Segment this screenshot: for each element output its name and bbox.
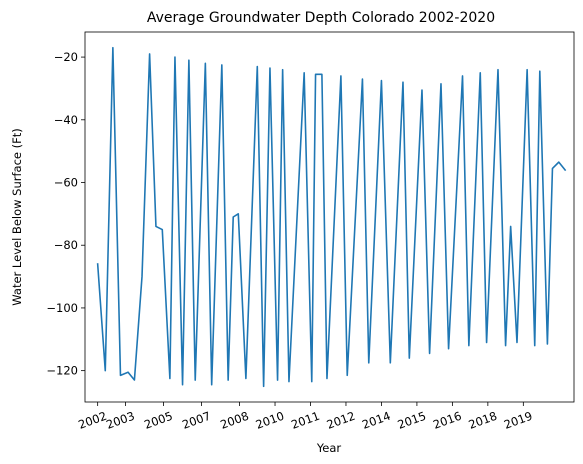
x-tick-label-3: 2007 [180, 409, 212, 432]
plot-area [96, 46, 567, 388]
x-tick-label-2: 2005 [142, 409, 174, 432]
x-axis-label: Year [316, 441, 342, 455]
x-tick-label-10: 2016 [431, 409, 463, 432]
y-tick-label-2: −80 [54, 238, 78, 252]
x-tick-label-11: 2018 [467, 409, 499, 432]
series-line-0 [96, 46, 567, 388]
y-tick-label-3: −60 [54, 176, 78, 190]
y-axis-label: Water Level Below Surface (Ft) [10, 128, 24, 305]
x-tick-label-7: 2012 [325, 409, 357, 432]
chart-title: Average Groundwater Depth Colorado 2002-… [147, 10, 495, 26]
x-tick-label-8: 2014 [360, 409, 392, 432]
y-tick-label-1: −100 [46, 301, 78, 315]
x-tick-label-4: 2008 [218, 409, 250, 432]
x-tick-label-1: 2003 [104, 409, 136, 432]
x-tick-label-6: 2011 [289, 409, 321, 432]
x-tick-label-9: 2015 [396, 409, 428, 432]
x-tick-label-5: 2010 [254, 409, 286, 432]
x-tick-label-12: 2019 [502, 409, 534, 432]
y-tick-label-5: −20 [54, 50, 78, 64]
y-tick-label-4: −40 [54, 113, 78, 127]
plot-frame [84, 31, 575, 403]
y-tick-label-0: −120 [46, 364, 78, 378]
